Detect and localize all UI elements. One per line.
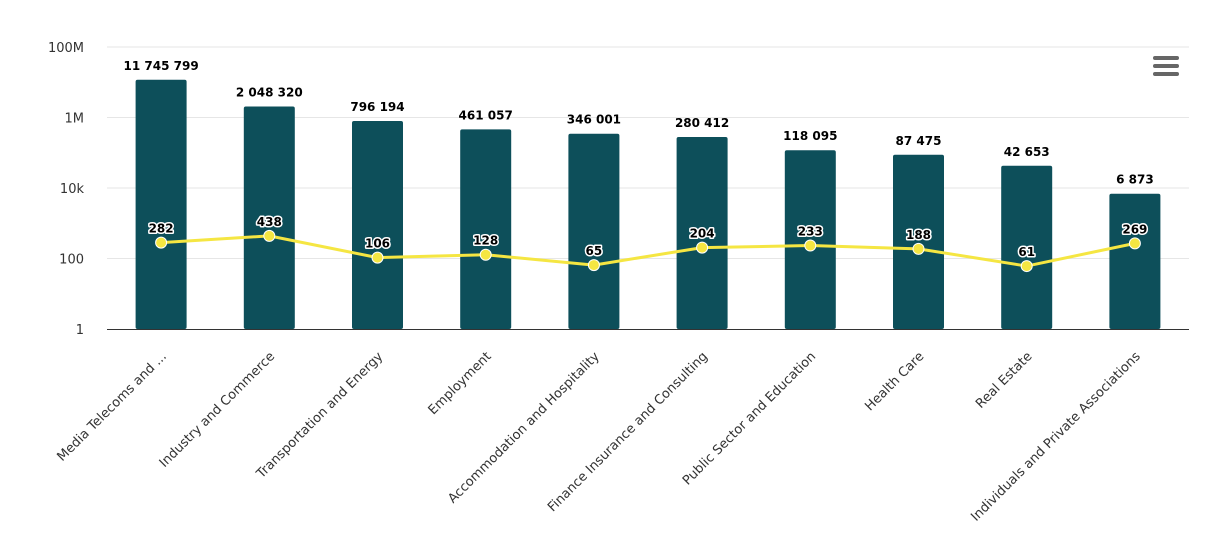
bar-value-label: 11 745 799 — [124, 59, 199, 73]
line-point — [696, 241, 709, 254]
hamburger-menu-icon — [1153, 56, 1179, 60]
chart-menu-button[interactable] — [1153, 56, 1183, 82]
x-category-label: Public Sector and Education — [680, 349, 819, 488]
y-tick-label: 10k — [60, 182, 85, 197]
bar — [1109, 193, 1161, 329]
bar — [135, 79, 187, 329]
line-point — [587, 259, 600, 272]
hamburger-menu-icon-line — [1153, 64, 1179, 68]
line-value-label: 106 — [365, 237, 390, 251]
line-point — [804, 239, 817, 252]
bar-value-label: 461 057 — [459, 108, 513, 122]
x-category-label: Employment — [426, 349, 495, 418]
bar — [568, 133, 620, 329]
line-value-label: 128 — [473, 234, 498, 248]
bar-data-labels: 11 745 799 2 048 320 796 194 461 057 346 001… — [124, 59, 1154, 187]
line-value-label: 269 — [1122, 222, 1147, 236]
line-point — [1128, 237, 1141, 250]
x-category-label: Individuals and Private Associations — [968, 349, 1144, 525]
y-axis: 1 100 10k 1M 100M — [48, 41, 84, 338]
bar — [1001, 165, 1053, 329]
bar-value-label: 796 194 — [350, 100, 404, 114]
line-value-label: 61 — [1018, 245, 1035, 259]
y-tick-label: 100 — [59, 253, 84, 268]
x-category-label: Health Care — [862, 349, 927, 414]
line-point — [371, 251, 384, 264]
y-tick-label: 1 — [76, 323, 84, 338]
line-series — [155, 229, 1141, 273]
line-point — [1020, 260, 1033, 273]
bar — [893, 154, 944, 329]
x-category-label: Media Telecoms and ... — [55, 349, 170, 464]
line-value-label: 282 — [149, 222, 174, 236]
bar-value-label: 280 412 — [675, 116, 729, 130]
line-point — [263, 229, 276, 242]
x-category-label: Real Estate — [973, 349, 1035, 411]
x-category-label: Transportation and Energy — [253, 349, 386, 482]
line-value-label: 438 — [257, 215, 282, 229]
hamburger-menu-icon-line — [1153, 72, 1179, 76]
line-point — [479, 248, 492, 261]
x-category-label: Industry and Commerce — [157, 349, 278, 470]
line-data-labels: 282 438 106 128 65 204 233 188 61 269 — [147, 213, 1149, 260]
bar — [243, 106, 295, 329]
bar-value-label: 346 001 — [567, 113, 621, 127]
bar-value-label: 6 873 — [1116, 173, 1154, 187]
bar-value-label: 2 048 320 — [236, 86, 303, 100]
y-tick-label: 100M — [48, 41, 84, 56]
line-value-label: 188 — [906, 228, 931, 242]
y-tick-label: 1M — [65, 112, 85, 127]
bar — [352, 120, 403, 330]
x-axis: Media Telecoms and ...Industry and Comme… — [55, 329, 1189, 525]
line-point — [912, 242, 925, 255]
line-path — [161, 234, 1136, 268]
line-value-label: 65 — [586, 244, 603, 258]
line-value-label: 233 — [798, 225, 823, 239]
bar — [676, 136, 728, 329]
bar-series — [135, 79, 1161, 330]
line-point — [155, 236, 168, 249]
line-value-label: 204 — [690, 227, 715, 241]
bar-value-label: 87 475 — [896, 134, 942, 148]
bar-value-label: 42 653 — [1004, 145, 1050, 159]
bar — [460, 129, 512, 329]
bar-value-label: 118 095 — [783, 129, 837, 143]
